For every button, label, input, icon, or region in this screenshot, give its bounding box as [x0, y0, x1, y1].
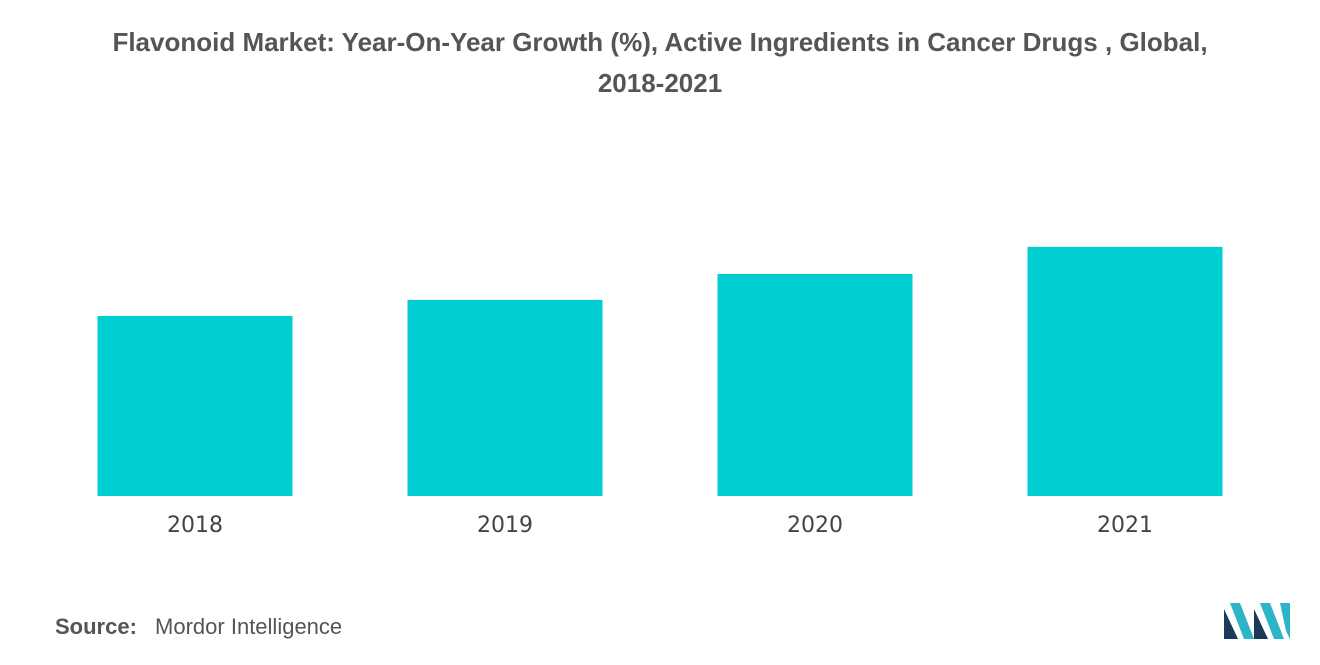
chart-title: Flavonoid Market: Year-On-Year Growth (%…: [0, 22, 1320, 104]
source-value: Mordor Intelligence: [155, 614, 343, 639]
chart-title-line-1: Flavonoid Market: Year-On-Year Growth (%…: [112, 27, 1208, 57]
source-label: Source:: [55, 614, 137, 639]
x-tick-label-2021: 2021: [1097, 513, 1153, 538]
bar-2021: [1027, 246, 1223, 496]
x-tick-label-2019: 2019: [477, 513, 533, 538]
bar-chart: 2018 2019 2020 2021: [97, 246, 1223, 538]
x-tick-label-2020: 2020: [787, 513, 843, 538]
bar-2020: [717, 274, 913, 496]
source-note: Source: Mordor Intelligence: [55, 612, 342, 642]
chart-title-line-2: 2018-2021: [597, 68, 723, 98]
bar-2018: [97, 315, 293, 496]
bar-2019: [407, 299, 603, 496]
x-tick-label-2018: 2018: [167, 513, 223, 538]
mordor-intelligence-logo-icon: [1224, 603, 1290, 644]
